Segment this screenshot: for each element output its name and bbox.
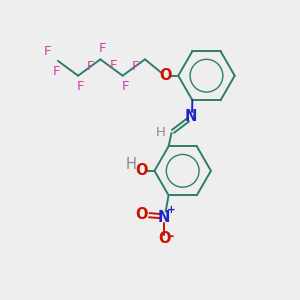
Text: H: H: [155, 126, 165, 139]
Text: O: O: [158, 232, 170, 247]
Text: O: O: [136, 207, 148, 222]
Text: F: F: [121, 80, 129, 93]
Text: O: O: [160, 68, 172, 83]
Text: F: F: [131, 60, 139, 73]
Text: F: F: [52, 65, 60, 78]
Text: -: -: [169, 230, 174, 243]
Text: F: F: [44, 45, 51, 58]
Text: N: N: [158, 210, 170, 225]
Text: O: O: [136, 163, 148, 178]
Text: H: H: [125, 158, 136, 172]
Text: F: F: [77, 80, 84, 93]
Text: N: N: [185, 109, 197, 124]
Text: +: +: [167, 205, 176, 215]
Text: F: F: [110, 59, 118, 72]
Text: F: F: [99, 42, 106, 55]
Text: F: F: [87, 60, 94, 73]
